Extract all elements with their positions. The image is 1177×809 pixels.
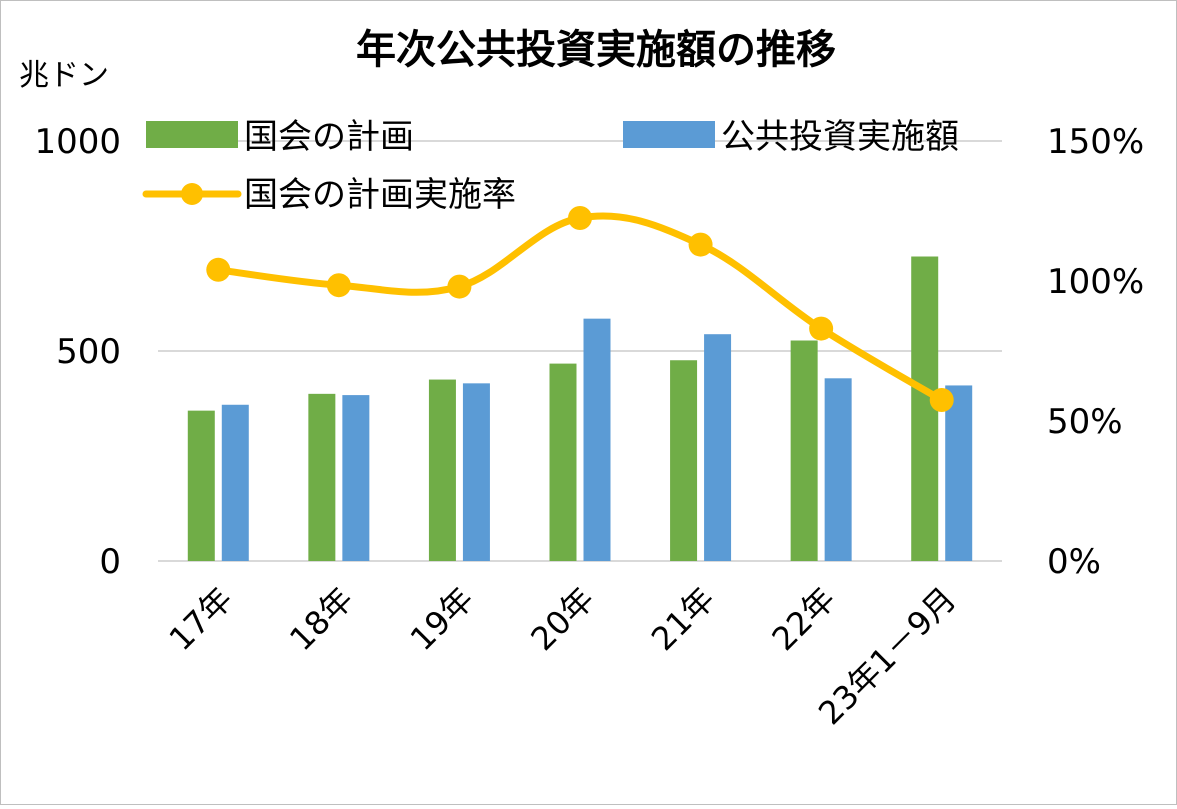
right-axis-ticks: 0% 50% 100% 150%	[1047, 122, 1144, 582]
bar-actual	[704, 334, 732, 561]
category-label: 19年	[403, 580, 481, 658]
bar-plan	[308, 393, 336, 561]
left-axis-unit: 兆ドン	[19, 58, 109, 93]
bars	[187, 256, 973, 561]
legend-swatch-plan	[146, 121, 238, 148]
category-label: 18年	[282, 580, 360, 658]
chart-title: 年次公共投資実施額の推移	[356, 27, 836, 73]
category-label: 22年	[764, 580, 842, 658]
left-axis-ticks: 0 500 1000	[34, 122, 121, 582]
category-label: 21年	[644, 580, 722, 658]
right-tick-label: 0%	[1047, 542, 1101, 582]
rate-line	[214, 212, 946, 404]
bar-plan	[187, 410, 215, 561]
rate-marker	[688, 232, 713, 257]
bar-actual	[583, 318, 611, 561]
right-tick-label: 50%	[1047, 402, 1123, 442]
bar-actual	[824, 378, 852, 561]
legend-label-rate: 国会の計画実施率	[244, 175, 516, 215]
left-tick-label: 1000	[34, 122, 121, 162]
left-tick-label: 500	[56, 332, 121, 372]
bar-actual	[945, 385, 973, 561]
legend-label-actual: 公共投資実施額	[721, 117, 959, 157]
rate-marker	[929, 388, 954, 412]
bar-plan	[549, 363, 577, 561]
rate-marker	[447, 274, 472, 299]
category-label: 17年	[162, 580, 240, 658]
bar-plan	[428, 379, 456, 561]
rate-marker	[809, 316, 834, 341]
bar-actual	[221, 404, 249, 561]
right-tick-label: 100%	[1047, 262, 1144, 302]
left-tick-label: 0	[99, 542, 121, 582]
bar-actual	[462, 383, 490, 561]
rate-line-series	[206, 206, 954, 412]
rate-marker	[568, 206, 592, 230]
rate-marker	[206, 257, 231, 282]
legend-swatch-actual	[623, 121, 715, 148]
legend-swatch-rate-marker	[181, 183, 203, 205]
bar-actual	[342, 395, 370, 561]
bar-plan	[670, 360, 698, 561]
category-label: 20年	[523, 580, 601, 658]
legend-label-plan: 国会の計画	[244, 117, 414, 157]
rate-marker	[326, 273, 351, 298]
bar-plan	[790, 340, 818, 561]
legend: 国会の計画 公共投資実施額 国会の計画実施率	[142, 117, 959, 215]
right-tick-label: 150%	[1047, 122, 1144, 162]
